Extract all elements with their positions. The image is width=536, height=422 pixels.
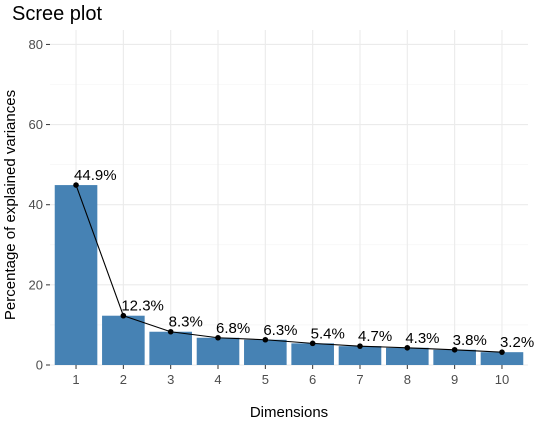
x-tick-label: 7: [356, 372, 363, 387]
data-label-6: 5.4%: [311, 325, 345, 342]
trend-point-2: [120, 312, 127, 319]
bar-3: [149, 331, 192, 365]
y-tick-label: 80: [29, 37, 43, 52]
chart-title: Scree plot: [12, 3, 102, 25]
data-label-3: 8.3%: [169, 314, 203, 331]
x-tick-label: 9: [451, 372, 458, 387]
bar-2: [102, 315, 145, 365]
trend-line: [75, 184, 502, 353]
trend-point-1: [73, 182, 79, 188]
data-label-4: 6.8%: [216, 320, 250, 337]
y-tick-label: 40: [29, 197, 43, 212]
trend-line-group: [73, 182, 505, 355]
x-tick-label: 10: [495, 372, 509, 387]
data-label-8: 4.3%: [405, 330, 439, 347]
bars: [54, 185, 524, 365]
x-tick-label: 4: [214, 372, 221, 387]
trend-point-10: [499, 349, 505, 355]
x-tick-label: 8: [404, 372, 411, 387]
grid: [50, 30, 528, 366]
data-label-2: 12.3%: [121, 298, 164, 315]
y-tick-label: 20: [29, 277, 43, 292]
x-axis: 1 2 3 4 5 6 7 8 9 10: [72, 365, 509, 387]
bar-5: [244, 339, 287, 365]
x-tick-label: 3: [167, 372, 174, 387]
trend-point-9: [451, 346, 458, 353]
bar-4: [196, 337, 240, 365]
trend-point-5: [262, 336, 269, 343]
bar-1: [54, 185, 98, 365]
data-label-10: 3.2%: [500, 334, 534, 351]
x-axis-label: Dimensions: [250, 404, 328, 421]
x-tick-label: 6: [309, 372, 316, 387]
bar-10: [480, 352, 524, 365]
trend-point-8: [404, 344, 411, 351]
y-tick-label: 60: [29, 117, 43, 132]
data-label-7: 4.7%: [358, 328, 392, 345]
y-axis: 0 20 40 60 80: [29, 37, 50, 373]
data-label-9: 3.8%: [453, 332, 487, 349]
data-labels: 44.9% 12.3% 8.3% 6.8% 6.3% 5.4% 4.7% 4.3% 3.8% 3.…: [74, 167, 534, 351]
data-label-5: 6.3%: [263, 322, 297, 339]
bar-9: [433, 349, 476, 365]
y-axis-label: Percentage of explained variances: [2, 90, 19, 320]
bar-8: [386, 347, 429, 365]
trend-point-3: [167, 328, 174, 335]
bar-6: [291, 343, 334, 365]
y-tick-label: 0: [36, 358, 43, 373]
trend-point-7: [357, 343, 363, 349]
x-tick-label: 1: [72, 372, 79, 387]
trend-point-6: [309, 340, 316, 347]
x-tick-label: 5: [262, 372, 269, 387]
bar-7: [338, 346, 382, 365]
data-label-1: 44.9%: [74, 167, 117, 184]
x-tick-label: 2: [120, 372, 127, 387]
trend-point-4: [215, 334, 221, 341]
